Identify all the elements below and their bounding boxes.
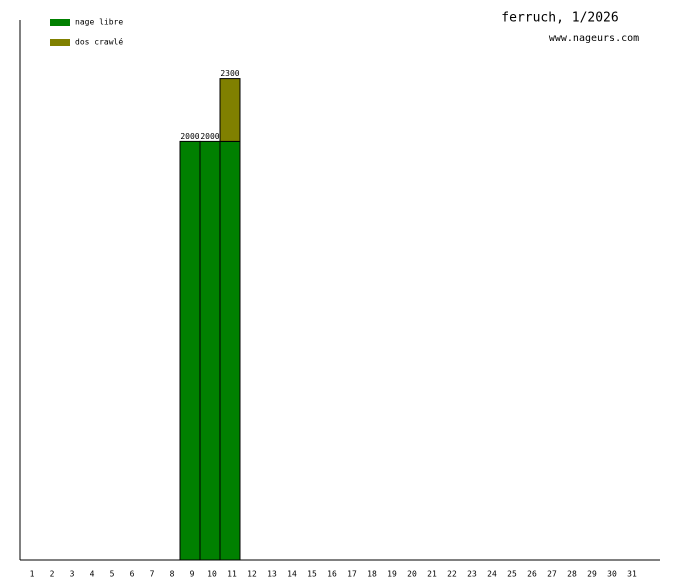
legend-swatch	[50, 19, 70, 26]
bar-segment	[199, 140, 221, 561]
bar-segment	[219, 78, 241, 142]
x-tick-label: 21	[427, 570, 437, 579]
x-tick-label: 7	[150, 570, 155, 579]
x-tick-label: 22	[447, 570, 457, 579]
x-tick-label: 3	[70, 570, 75, 579]
x-tick-label: 19	[387, 570, 397, 579]
x-tick-label: 14	[287, 570, 297, 579]
x-tick-label: 29	[587, 570, 597, 579]
chart-subtitle: www.nageurs.com	[549, 33, 639, 44]
x-tick-label: 24	[487, 570, 497, 579]
x-tick-label: 23	[467, 570, 477, 579]
x-tick-label: 10	[207, 570, 217, 579]
x-tick-label: 11	[227, 570, 237, 579]
x-tick-label: 15	[307, 570, 317, 579]
x-tick-label: 27	[547, 570, 557, 579]
legend-swatch	[50, 39, 70, 46]
total-label: 2000	[200, 132, 219, 141]
x-tick-label: 2	[50, 570, 55, 579]
x-tick-label: 17	[347, 570, 357, 579]
chart-title: ferruch, 1/2026	[501, 11, 618, 26]
x-tick-label: 12	[247, 570, 257, 579]
x-tick-label: 9	[190, 570, 195, 579]
x-tick-label: 1	[30, 570, 35, 579]
x-tick-label: 31	[627, 570, 637, 579]
bar-segment	[179, 140, 201, 561]
x-tick-label: 8	[170, 570, 175, 579]
total-label: 2000	[180, 132, 199, 141]
x-tick-label: 16	[327, 570, 337, 579]
x-tick-label: 13	[267, 570, 277, 579]
x-tick-label: 28	[567, 570, 577, 579]
x-tick-label: 30	[607, 570, 617, 579]
x-tick-label: 25	[507, 570, 517, 579]
total-label: 2300	[220, 69, 239, 78]
x-tick-label: 4	[90, 570, 95, 579]
legend-label: nage libre	[75, 18, 123, 27]
x-tick-label: 6	[130, 570, 135, 579]
x-tick-label: 5	[110, 570, 115, 579]
x-tick-label: 18	[367, 570, 377, 579]
legend-label: dos crawlé	[75, 37, 123, 47]
x-tick-label: 20	[407, 570, 417, 579]
bar-segment	[219, 140, 241, 561]
x-tick-label: 26	[527, 570, 537, 579]
